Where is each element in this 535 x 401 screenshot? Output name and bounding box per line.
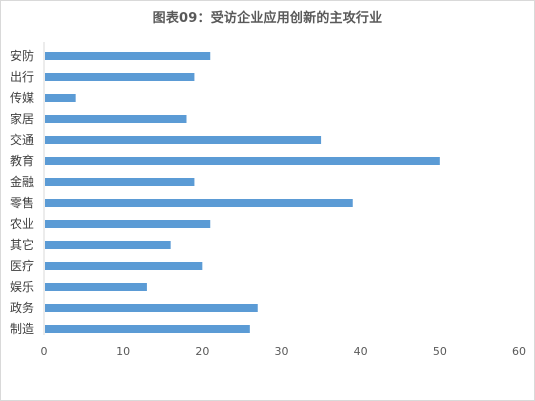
x-tick-label: 40 bbox=[354, 345, 368, 358]
bar bbox=[45, 136, 322, 144]
category-label: 出行 bbox=[10, 70, 34, 84]
bar bbox=[45, 199, 353, 207]
bar bbox=[45, 94, 76, 102]
bar bbox=[45, 241, 171, 249]
category-label: 交通 bbox=[10, 132, 34, 147]
bar bbox=[45, 73, 195, 81]
x-tick-label: 30 bbox=[275, 345, 289, 358]
category-label: 教育 bbox=[10, 153, 34, 168]
bar bbox=[45, 304, 258, 312]
bar bbox=[45, 283, 147, 291]
bar bbox=[45, 52, 211, 60]
category-label: 医疗 bbox=[10, 259, 34, 273]
category-label: 政务 bbox=[10, 300, 34, 315]
category-label: 安防 bbox=[10, 48, 34, 63]
x-tick-label: 20 bbox=[195, 345, 209, 358]
bar bbox=[45, 115, 187, 123]
x-tick-label: 60 bbox=[512, 345, 526, 358]
category-label: 金融 bbox=[10, 174, 34, 189]
bar bbox=[45, 325, 250, 333]
bar bbox=[45, 157, 440, 165]
category-label: 农业 bbox=[10, 217, 34, 231]
x-tick-label: 0 bbox=[41, 345, 48, 358]
category-label: 制造 bbox=[10, 322, 34, 336]
category-label: 零售 bbox=[10, 195, 34, 210]
category-label: 家居 bbox=[10, 111, 34, 126]
category-label: 其它 bbox=[10, 237, 34, 252]
bar bbox=[45, 262, 203, 270]
tick-label-layer: 0 10 20 30 40 50 60 bbox=[41, 345, 527, 358]
bar bbox=[45, 178, 195, 186]
category-label: 娱乐 bbox=[10, 280, 34, 294]
x-tick-label: 50 bbox=[433, 345, 447, 358]
bar bbox=[45, 220, 211, 228]
x-tick-label: 10 bbox=[116, 345, 130, 358]
chart-title: 图表09：受访企业应用创新的主攻行业 bbox=[152, 11, 383, 26]
bar-layer bbox=[45, 52, 440, 333]
category-label: 传媒 bbox=[10, 90, 34, 105]
